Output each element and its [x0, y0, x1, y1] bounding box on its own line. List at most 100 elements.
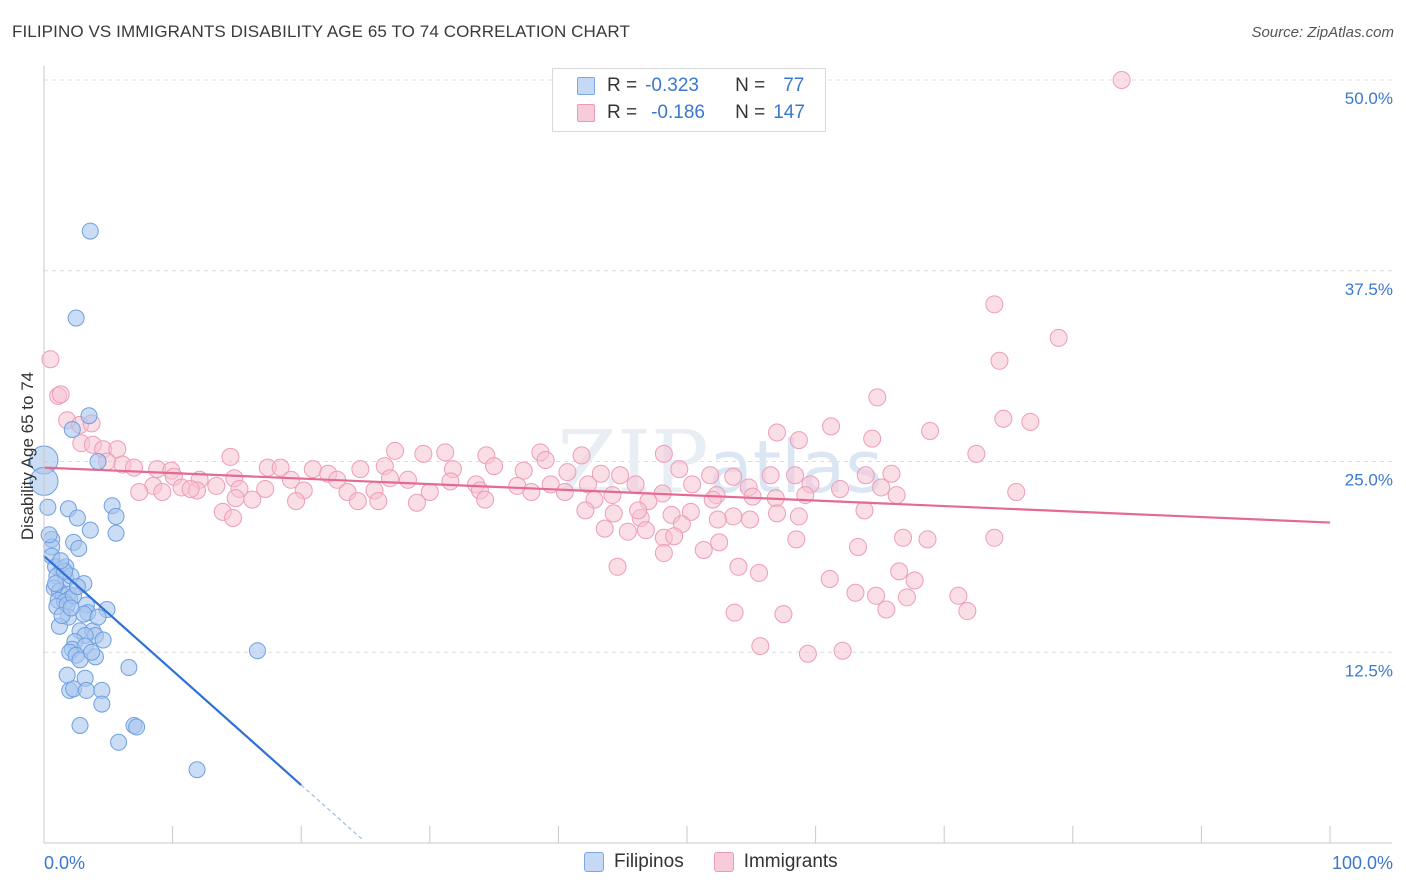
filipinos-point — [81, 222, 99, 240]
filipinos-r-value: -0.323 — [645, 75, 699, 96]
immigrants-point — [990, 351, 1009, 370]
immigrants-points — [41, 71, 1131, 663]
x-tick-label: 0.0% — [44, 853, 85, 873]
immigrants-point — [724, 467, 743, 486]
immigrants-legend-label: Immigrants — [743, 851, 838, 872]
immigrants-point — [831, 479, 850, 498]
filipinos-trend-line — [43, 555, 302, 786]
immigrants-point — [890, 562, 909, 581]
immigrants-point — [894, 528, 913, 547]
immigrants-point — [654, 444, 673, 463]
immigrants-point — [414, 444, 433, 463]
immigrants-point — [994, 409, 1013, 428]
immigrants-point — [761, 466, 780, 485]
legend-item-filipinos: Filipinos — [584, 851, 684, 873]
immigrants-swatch — [577, 104, 595, 122]
immigrants-point — [1112, 71, 1131, 89]
immigrants-point — [536, 450, 555, 469]
immigrants-point — [226, 489, 245, 508]
y-tick-label: 12.5% — [1345, 661, 1393, 680]
immigrants-point — [868, 388, 887, 407]
immigrants-point — [281, 470, 300, 489]
filipinos-point — [110, 733, 128, 751]
immigrants-point — [774, 605, 793, 624]
immigrants-point — [683, 475, 702, 494]
filipinos-swatch — [577, 77, 595, 95]
immigrants-point — [724, 507, 743, 526]
immigrants-point — [558, 463, 577, 482]
filipinos-point — [93, 695, 111, 713]
r-label: R = — [607, 75, 638, 96]
filipinos-point — [128, 718, 146, 736]
immigrants-point — [181, 479, 200, 498]
immigrants-point — [701, 466, 720, 485]
filipinos-point — [67, 309, 85, 327]
filipinos-point — [107, 507, 125, 525]
filipinos-point — [71, 716, 89, 734]
immigrants-point — [386, 441, 405, 460]
legend-row-filipinos: R = -0.323 N = 77 — [577, 73, 804, 99]
immigrants-trend-line — [43, 466, 1331, 524]
immigrants-point — [224, 508, 243, 527]
immigrants-point — [822, 417, 841, 436]
x-tick-label: 100.0% — [1332, 853, 1393, 873]
gridlines — [44, 79, 1392, 653]
n-label: N = — [735, 75, 766, 96]
immigrants-point — [1021, 412, 1040, 431]
immigrants-point — [882, 464, 901, 483]
immigrants-point — [985, 295, 1004, 314]
legend-item-immigrants: Immigrants — [713, 851, 838, 873]
filipinos-point — [120, 659, 138, 677]
filipinos-point — [188, 761, 206, 779]
immigrants-point — [522, 483, 541, 502]
immigrants-point — [436, 443, 455, 462]
immigrants-point — [514, 461, 533, 480]
y-tick-label: 50.0% — [1345, 89, 1393, 108]
immigrants-point — [768, 423, 787, 442]
immigrants-point — [877, 600, 896, 619]
immigrants-point — [905, 571, 924, 590]
immigrants-point — [789, 507, 808, 526]
immigrants-point — [576, 501, 595, 520]
immigrants-point — [694, 541, 713, 560]
immigrants-r-value: -0.186 — [651, 102, 705, 123]
filipinos-point — [94, 631, 112, 649]
immigrants-point — [820, 570, 839, 589]
immigrants-point — [703, 490, 722, 509]
filipinos-point — [80, 407, 98, 425]
filipinos-n-value: 77 — [783, 75, 805, 96]
immigrants-point — [855, 501, 874, 520]
immigrants-point — [751, 637, 770, 656]
immigrants-point — [476, 490, 495, 509]
trend-lines — [43, 466, 1331, 841]
filipinos-point — [89, 608, 107, 626]
y-tick-label: 25.0% — [1345, 471, 1393, 490]
immigrants-point — [604, 504, 623, 523]
immigrants-point — [618, 522, 637, 541]
series-legend: Filipinos Immigrants — [584, 851, 868, 873]
immigrants-point — [863, 429, 882, 448]
immigrants-point — [670, 460, 689, 479]
filipinos-point — [40, 526, 58, 544]
filipinos-point — [52, 552, 70, 570]
immigrants-point — [1049, 328, 1068, 347]
filipinos-legend-label: Filipinos — [614, 851, 684, 872]
filipinos-point — [47, 575, 65, 593]
immigrants-point — [768, 504, 787, 523]
immigrants-point — [985, 528, 1004, 547]
immigrants-point — [256, 479, 275, 498]
correlation-legend: R = -0.323 N = 77 R = -0.186 N = 147 — [552, 68, 826, 132]
immigrants-n-value: 147 — [773, 102, 805, 123]
filipinos-point — [248, 642, 266, 660]
immigrants-point — [380, 469, 399, 488]
filipinos-point — [39, 498, 57, 516]
immigrants-point — [207, 476, 226, 495]
filipinos-trend-extension — [300, 784, 364, 841]
immigrants-point — [287, 492, 306, 511]
y-axis-label: Disability Age 65 to 74 — [18, 372, 37, 540]
immigrants-point — [636, 521, 655, 540]
immigrants-point — [398, 470, 417, 489]
axes — [43, 66, 1392, 844]
filipinos-point — [81, 521, 99, 539]
immigrants-point — [958, 602, 977, 621]
